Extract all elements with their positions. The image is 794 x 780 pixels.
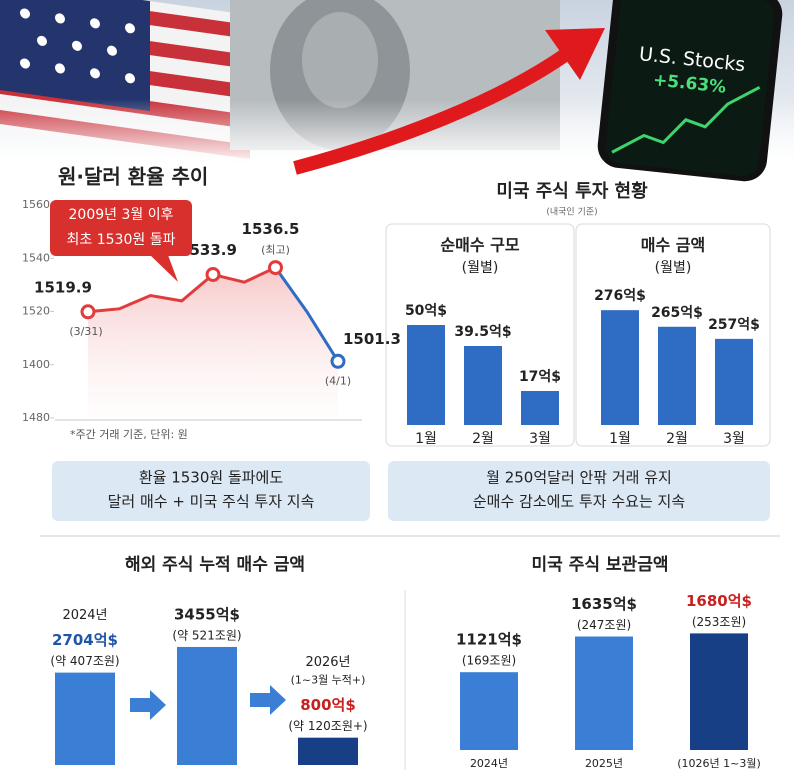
category-label: 2024년 (470, 757, 508, 770)
trend-arrow (293, 49, 569, 175)
value-label: 50억$ (405, 303, 447, 319)
bar (464, 346, 502, 425)
category-note: (1~3월 누적+) (291, 674, 366, 687)
value-label: 1519.9 (34, 278, 92, 296)
panel-title: 순매수 구모 (440, 236, 519, 255)
sub-label: (약 407조원) (50, 653, 119, 668)
flow-arrow (130, 690, 166, 720)
sub-label: (약 120조원+) (288, 718, 367, 733)
chart-title: 해외 주식 누적 매수 금액 (125, 555, 305, 575)
category-label: 2월 (472, 431, 494, 447)
bar (575, 636, 633, 750)
value-label: 3455억$ (174, 605, 240, 623)
value-label: 265억$ (651, 305, 703, 321)
summary: 순매수 감소에도 투자 수요는 지속 (473, 493, 685, 511)
bar (690, 633, 748, 750)
category-label: 1월 (415, 431, 437, 447)
value-label: 1533.9 (179, 241, 237, 259)
value-label: 257억$ (708, 317, 760, 333)
line (87, 266, 277, 314)
chart-title: 미국 주식 보관금액 (532, 555, 669, 575)
bar (177, 646, 237, 765)
sub-label: (253조원) (692, 615, 746, 629)
category-label: 1월 (609, 431, 631, 447)
category-label: 3월 (529, 431, 551, 447)
point (205, 266, 221, 282)
x-label: (4/1) (325, 374, 351, 387)
annotation-pointer (150, 255, 178, 282)
line-decline (274, 266, 340, 363)
category-label: 2026년 (305, 655, 350, 670)
chart-subtitle: (내국인 기준) (546, 207, 597, 218)
summary-box (52, 461, 370, 521)
value-label: 1536.5 (242, 220, 300, 238)
arrow-head (545, 28, 605, 80)
value-label: 1121억$ (456, 631, 522, 649)
sub-label: (247조원) (577, 618, 631, 632)
x-label: (최고) (261, 244, 290, 257)
category-label: 2025년 (585, 757, 623, 770)
flow-arrow (250, 685, 286, 715)
annotation-box (50, 200, 192, 256)
category-label: 3월 (723, 431, 745, 447)
value-label: 1680억$ (686, 592, 752, 610)
note: *주간 거래 기준, 단위: 원 (70, 428, 188, 441)
category-label: 2024년 (62, 608, 107, 623)
annotation: 2009년 3월 이후 (69, 207, 174, 223)
summary: 환율 1530원 돌파에도 (139, 469, 284, 487)
value-label: 1501.3 (343, 330, 401, 348)
value-label: 800억$ (300, 696, 356, 714)
banner: U.S. Stocks +5.63% (0, 0, 794, 182)
sub-label: (약 521조원) (172, 627, 241, 642)
bar (601, 310, 639, 425)
value-label: 17억$ (519, 369, 561, 385)
chart-title: 미국 주식 투자 현황 (496, 181, 648, 202)
panel-subtitle: (월별) (655, 260, 692, 276)
bar (460, 672, 518, 750)
summary: 월 250억달러 안팎 거래 유지 (486, 469, 672, 487)
sub-label: (169조원) (462, 654, 516, 668)
point (80, 304, 96, 320)
y-tick-label: 1400 (22, 358, 50, 371)
area (88, 267, 338, 418)
bar (407, 325, 445, 425)
summary: 달러 매수 + 미국 주식 투자 지속 (108, 493, 315, 511)
bar (55, 672, 115, 765)
y-tick-label: 1560 (22, 198, 50, 211)
y-tick-label: 1520 (22, 305, 50, 318)
panel-subtitle: (월별) (462, 260, 499, 276)
bar (658, 326, 696, 425)
y-tick-label: 1540 (22, 251, 50, 264)
chart-title: 원·달러 환율 추이 (58, 165, 208, 189)
bar (715, 338, 753, 425)
category-label: 2월 (666, 431, 688, 447)
value-label: 276억$ (594, 288, 646, 304)
value-label: 1635억$ (571, 595, 637, 613)
point (268, 260, 283, 276)
point (330, 353, 346, 369)
value-label: 2704억$ (52, 631, 118, 649)
y-tick-label: 1480 (22, 411, 50, 424)
x-label: (3/31) (69, 325, 102, 338)
summary-box (388, 461, 770, 521)
value-label: 39.5억$ (454, 324, 511, 340)
bar (521, 391, 559, 425)
phone: U.S. Stocks +5.63% (597, 0, 783, 182)
panel-title: 매수 금액 (641, 236, 705, 255)
category-label: (1026년 1~3월) (677, 757, 761, 770)
bar (298, 737, 358, 765)
annotation: 최초 1530원 돌파 (67, 232, 176, 248)
